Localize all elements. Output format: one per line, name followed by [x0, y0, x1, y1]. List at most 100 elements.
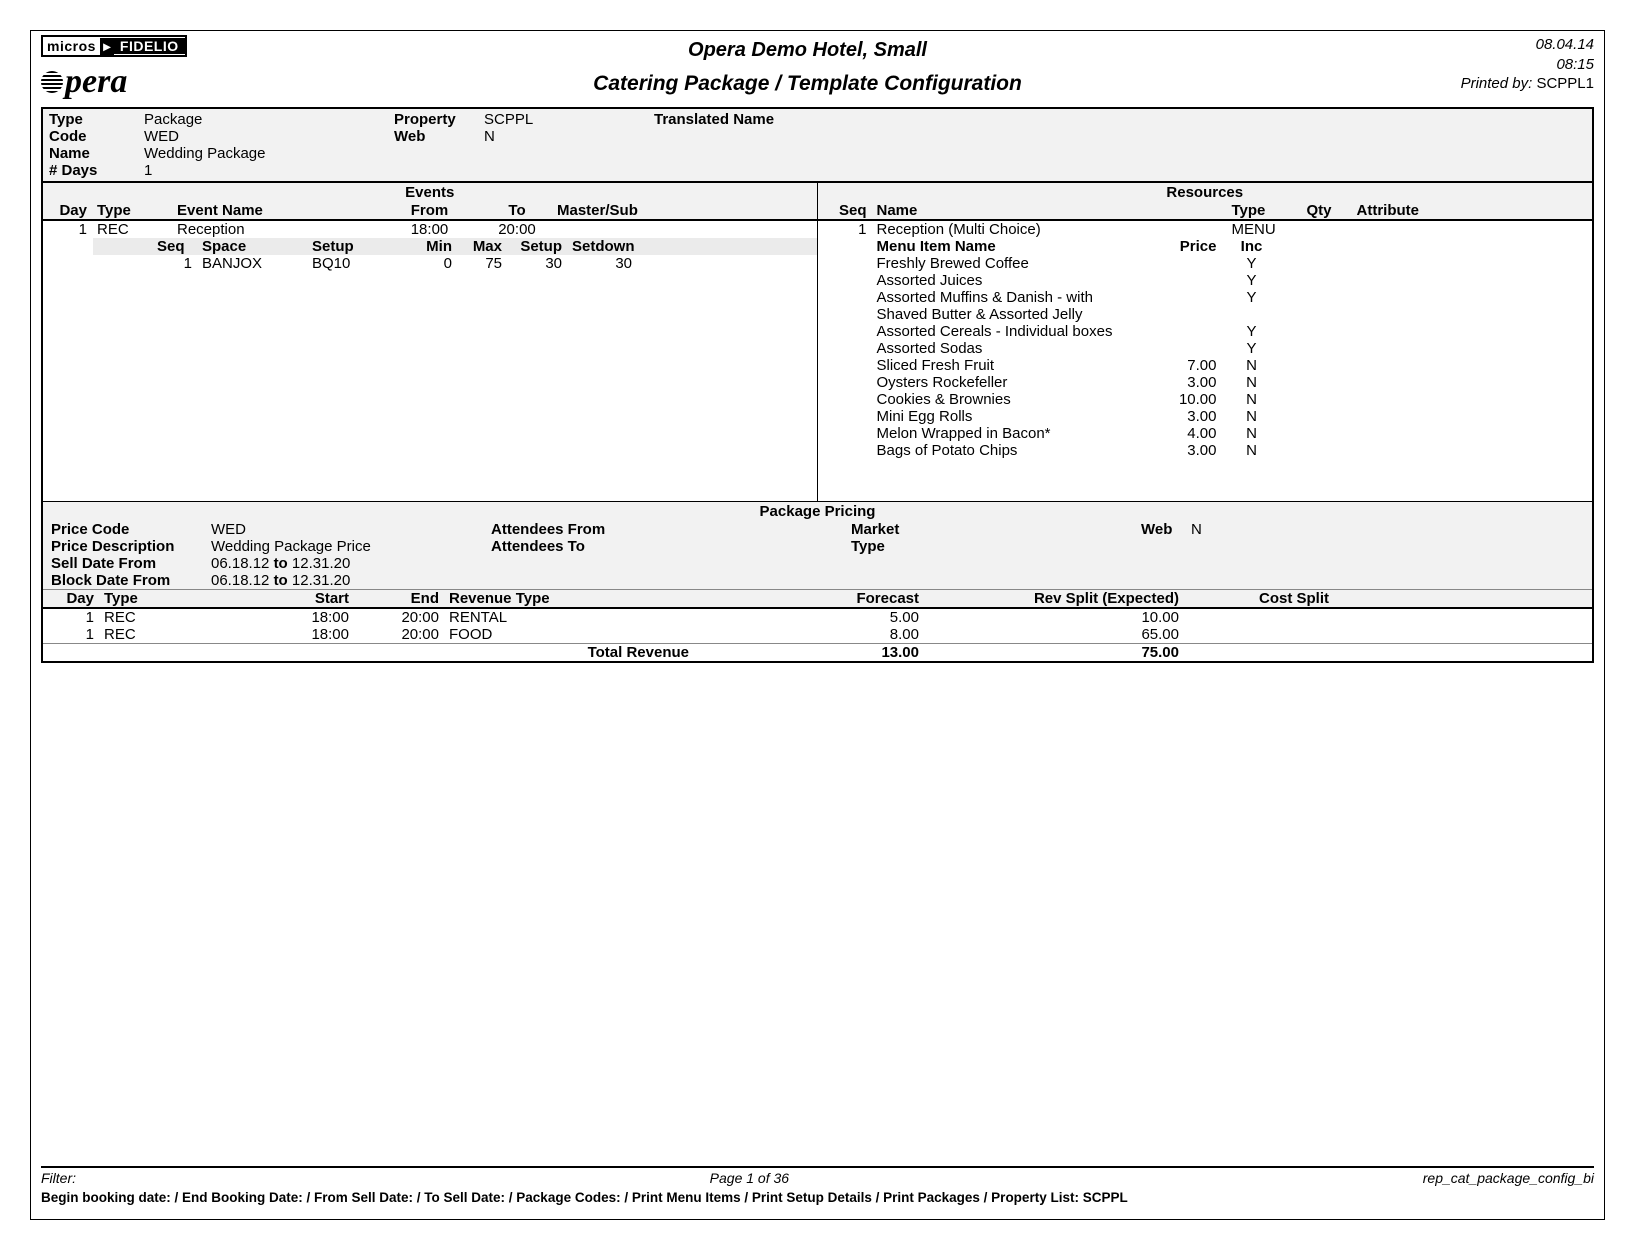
- menu-name: Freshly Brewed Coffee: [877, 255, 1147, 272]
- resources-body: 1 Reception (Multi Choice) MENU Menu Ite…: [818, 221, 1593, 501]
- menu-row: Assorted SodasY: [818, 340, 1593, 357]
- rev-start: 18:00: [214, 609, 359, 626]
- events-title: Events: [43, 183, 817, 202]
- menu-row: Freshly Brewed Coffee Y: [818, 255, 1593, 272]
- sell-to-date: 12.31.20: [292, 555, 350, 572]
- sp-setup-t: 30: [512, 255, 572, 272]
- printed-by-label: Printed by:: [1461, 75, 1533, 92]
- menu-col-price: Price: [1147, 238, 1227, 255]
- val-price-desc: Wedding Package Price: [211, 538, 491, 555]
- micros-fidelio-logo: micros ▸ FIDELIO: [41, 35, 187, 57]
- val-block-range: 06.18.12 to 12.31.20: [211, 572, 491, 589]
- val-pricing-web: N: [1191, 521, 1251, 538]
- col-to: To: [477, 202, 557, 219]
- block-to-word: to: [274, 572, 288, 589]
- report-time: 08:15: [1394, 55, 1594, 75]
- main-box: Type Package Property SCPPL Translated N…: [41, 107, 1594, 663]
- sp-col-space: Space: [202, 238, 312, 255]
- ev-from: 18:00: [382, 221, 477, 238]
- menu-name: Bags of Potato Chips: [877, 442, 1147, 459]
- opera-logo: pera: [41, 63, 221, 101]
- menu-row: Assorted Muffins & Danish - with Shaved …: [818, 289, 1593, 323]
- rev-col-cost: Cost Split: [1189, 590, 1339, 607]
- menu-price: [1147, 340, 1227, 357]
- menu-price: 3.00: [1147, 374, 1227, 391]
- col-master-sub: Master/Sub: [557, 202, 657, 219]
- space-row: 1 BANJOX BQ10 0 75 30 30: [93, 255, 817, 272]
- val-att-to: [661, 538, 851, 555]
- menu-inc: Y: [1227, 255, 1277, 272]
- col-res-type: Type: [1232, 202, 1307, 219]
- lbl-att-from: Attendees From: [491, 521, 661, 538]
- menu-row: Sliced Fresh Fruit7.00N: [818, 357, 1593, 374]
- events-columns: Day Type Event Name From To Master/Sub: [43, 202, 817, 221]
- report-date: 08.04.14: [1394, 35, 1594, 55]
- sp-setdown: 30: [572, 255, 642, 272]
- menu-inc: N: [1227, 357, 1277, 374]
- lbl-code: Code: [49, 128, 144, 145]
- revenue-rows: 1REC18:0020:00RENTAL5.0010.001REC18:0020…: [43, 609, 1592, 643]
- sp-max: 75: [462, 255, 512, 272]
- menu-price: [1147, 255, 1227, 272]
- col-from: From: [382, 202, 477, 219]
- res-name: Reception (Multi Choice): [877, 221, 1232, 238]
- opera-swoosh-icon: [41, 71, 63, 93]
- resources-title: Resources: [818, 183, 1593, 202]
- col-attribute: Attribute: [1357, 202, 1437, 219]
- menu-price: [1147, 272, 1227, 289]
- menu-row: Cookies & Brownies10.00N: [818, 391, 1593, 408]
- rev-end: 20:00: [359, 626, 449, 643]
- report-page: micros ▸ FIDELIO pera Opera Demo Hotel, …: [30, 30, 1605, 1220]
- rev-day: 1: [49, 609, 104, 626]
- rev-col-day: Day: [49, 590, 104, 607]
- val-property: SCPPL: [484, 111, 654, 128]
- sp-col-setup-t: Setup: [512, 238, 572, 255]
- sp-col-setup: Setup: [312, 238, 412, 255]
- lbl-type: Type: [49, 111, 144, 128]
- sp-col-setdown: Setdown: [572, 238, 642, 255]
- menu-inc: N: [1227, 374, 1277, 391]
- val-code: WED: [144, 128, 394, 145]
- rev-cost: [1189, 626, 1339, 643]
- menu-name: Assorted Cereals - Individual boxes: [877, 323, 1147, 340]
- menu-inc: N: [1227, 425, 1277, 442]
- rev-col-start: Start: [214, 590, 359, 607]
- menu-name: Oysters Rockefeller: [877, 374, 1147, 391]
- rev-type: REC: [104, 626, 214, 643]
- lbl-name: Name: [49, 145, 144, 162]
- block-to-date: 12.31.20: [292, 572, 350, 589]
- section-body: 1 REC Reception 18:00 20:00 Seq Space Se…: [43, 221, 1592, 501]
- rev-col-forecast: Forecast: [699, 590, 929, 607]
- logo-micros-text: micros: [43, 38, 100, 54]
- printed-by-value: SCPPL1: [1536, 75, 1594, 92]
- footer-filter: Filter:: [41, 1170, 76, 1186]
- total-split: 75.00: [929, 644, 1189, 661]
- sp-space: BANJOX: [202, 255, 312, 272]
- menu-inc: Y: [1227, 323, 1277, 340]
- menu-price: 7.00: [1147, 357, 1227, 374]
- revenue-row: 1REC18:0020:00FOOD8.0065.00: [43, 626, 1592, 643]
- page-footer: Filter: Page 1 of 36 rep_cat_package_con…: [41, 1166, 1594, 1205]
- res-attr: [1357, 221, 1437, 238]
- ev-to: 20:00: [477, 221, 557, 238]
- menu-name: Mini Egg Rolls: [877, 408, 1147, 425]
- col-day: Day: [47, 202, 97, 219]
- menu-row: Assorted Cereals - Individual boxes Y: [818, 323, 1593, 340]
- val-pricing-type: [1001, 538, 1141, 555]
- printed-by: Printed by: SCPPL1: [1394, 74, 1594, 94]
- menu-price: 10.00: [1147, 391, 1227, 408]
- block-from-date: 06.18.12: [211, 572, 269, 589]
- rev-cost: [1189, 609, 1339, 626]
- rev-split: 65.00: [929, 626, 1189, 643]
- col-event-name: Event Name: [177, 202, 382, 219]
- title-block: Opera Demo Hotel, Small Catering Package…: [221, 35, 1394, 96]
- lbl-property: Property: [394, 111, 484, 128]
- events-body: 1 REC Reception 18:00 20:00 Seq Space Se…: [43, 221, 818, 501]
- lbl-pricing-web: Web: [1141, 521, 1191, 538]
- val-name: Wedding Package: [144, 145, 394, 162]
- rev-forecast: 8.00: [699, 626, 929, 643]
- rev-split: 10.00: [929, 609, 1189, 626]
- menu-row: Bags of Potato Chips3.00N: [818, 442, 1593, 459]
- rev-type: REC: [104, 609, 214, 626]
- col-seq: Seq: [822, 202, 877, 219]
